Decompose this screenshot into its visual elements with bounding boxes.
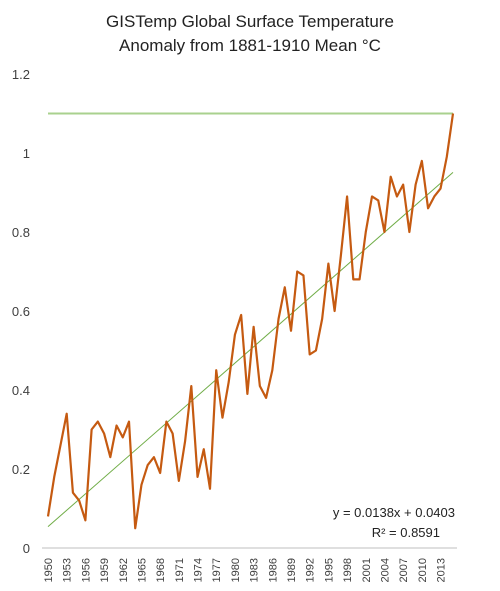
x-tick-label: 1992 bbox=[305, 558, 317, 582]
y-tick-label: 0.4 bbox=[12, 383, 30, 398]
x-tick-label: 1998 bbox=[342, 558, 354, 582]
x-tick-label: 1965 bbox=[136, 558, 148, 582]
y-tick-label: 0.2 bbox=[12, 462, 30, 477]
x-tick-label: 1980 bbox=[230, 558, 242, 582]
x-tick-label: 1986 bbox=[267, 558, 279, 582]
x-tick-label: 1962 bbox=[118, 558, 130, 582]
x-tick-label: 1971 bbox=[174, 558, 186, 582]
y-tick-label: 1.2 bbox=[12, 67, 30, 82]
x-tick-label: 1968 bbox=[155, 558, 167, 582]
x-tick-label: 2010 bbox=[417, 558, 429, 582]
x-tick-label: 1953 bbox=[62, 558, 74, 582]
chart-title: GISTemp Global Surface Temperature bbox=[106, 12, 394, 31]
x-tick-label: 1977 bbox=[211, 558, 223, 582]
trend-equation: y = 0.0138x + 0.0403 bbox=[333, 505, 455, 520]
x-tick-label: 2013 bbox=[436, 558, 448, 582]
x-tick-label: 1989 bbox=[286, 558, 298, 582]
chart-title: Anomaly from 1881-1910 Mean °C bbox=[119, 36, 381, 55]
x-tick-label: 1995 bbox=[323, 558, 335, 582]
x-tick-label: 1983 bbox=[249, 558, 261, 582]
x-tick-label: 2004 bbox=[379, 558, 391, 582]
x-tick-label: 1959 bbox=[99, 558, 111, 582]
y-tick-label: 0.8 bbox=[12, 225, 30, 240]
y-tick-label: 1 bbox=[23, 146, 30, 161]
y-tick-label: 0 bbox=[23, 541, 30, 556]
trend-r2: R² = 0.8591 bbox=[372, 525, 440, 540]
y-tick-label: 0.6 bbox=[12, 304, 30, 319]
x-tick-label: 1950 bbox=[43, 558, 55, 582]
x-tick-label: 2001 bbox=[361, 558, 373, 582]
x-tick-label: 1956 bbox=[80, 558, 92, 582]
x-tick-label: 2007 bbox=[398, 558, 410, 582]
x-tick-label: 1974 bbox=[193, 558, 205, 582]
data-line bbox=[46, 113, 455, 530]
